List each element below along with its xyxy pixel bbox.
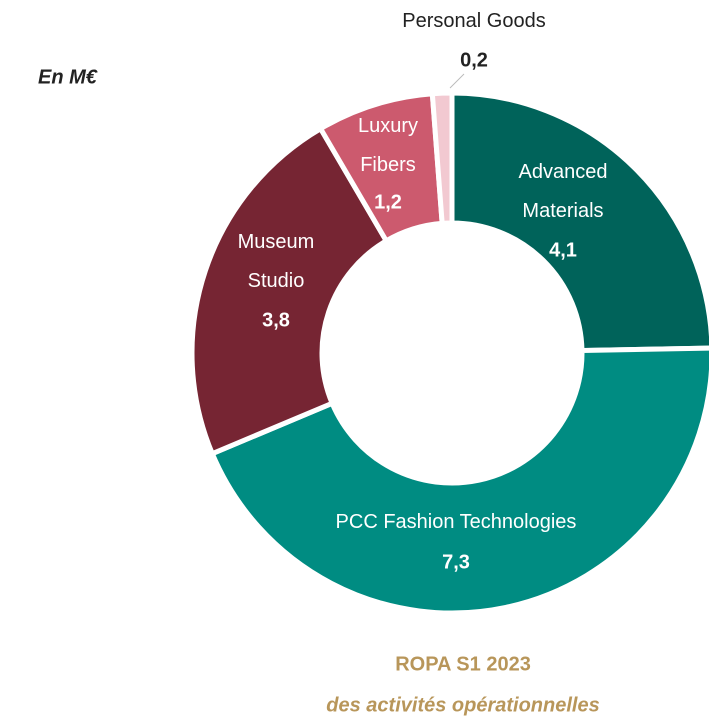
value-label: 3,8 xyxy=(262,309,290,331)
chart-subtitle: des activités opérationnelles xyxy=(326,694,599,716)
donut-segment xyxy=(189,125,390,457)
segment-label: Personal Goods xyxy=(402,10,545,32)
value-label: 0,2 xyxy=(460,49,488,71)
leader-line xyxy=(449,73,465,89)
donut-segment xyxy=(449,90,709,354)
value-label: 4,1 xyxy=(549,239,577,261)
donut-segment xyxy=(208,345,709,616)
segment-label: Museum Studio xyxy=(238,231,315,292)
value-label: 7,3 xyxy=(442,551,470,573)
chart-title: ROPA S1 2023 xyxy=(395,653,531,675)
segment-label: Advanced Materials xyxy=(519,161,608,222)
donut-segment xyxy=(429,90,455,227)
unit-label: En M€ xyxy=(38,66,98,88)
value-label: 1,2 xyxy=(374,191,402,213)
segment-label: PCC Fashion Technologies xyxy=(336,511,577,533)
segment-label: Luxury Fibers xyxy=(358,115,418,176)
